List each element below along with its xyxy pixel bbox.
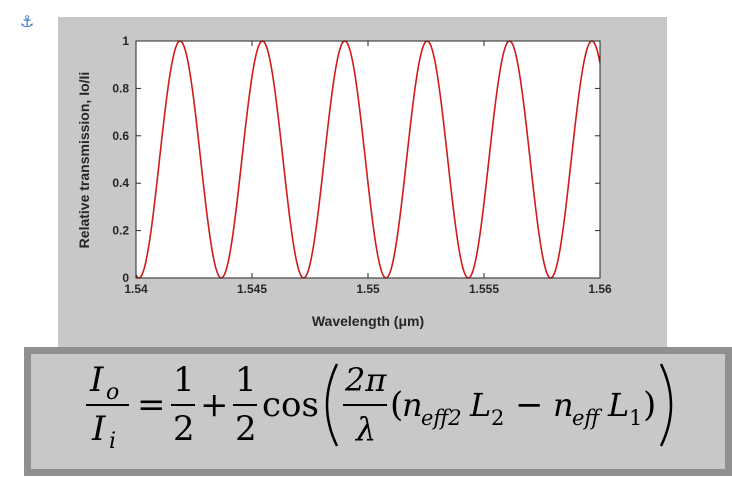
formula-L1: L (607, 386, 629, 424)
formula-L2-sub: 2 (491, 406, 504, 430)
formula-lhs-denominator-sub: i (109, 429, 116, 454)
formula-big-paren-left (325, 363, 339, 447)
formula-plus: + (200, 385, 229, 425)
transmission-chart: 1.54 1.545 1.55 1.555 1.56 0 0.2 0.4 0.6 0.8 1 Wav… (76, 34, 612, 329)
formula-n1: n (402, 386, 423, 424)
plot-area (136, 41, 600, 278)
figure-panel: 1.54 1.545 1.55 1.555 1.56 0 0.2 0.4 0.6 0.8 1 Wav… (58, 17, 667, 353)
anchor-icon: ⚓ (20, 12, 35, 31)
formula-half-denominator: 2 (173, 409, 195, 449)
x-tick-label: 1.56 (588, 282, 612, 296)
x-tick-label: 1.545 (237, 282, 267, 296)
formula-L1-sub: 1 (629, 406, 642, 430)
formula-cos: cos (262, 385, 319, 425)
y-tick-label: 0.8 (112, 81, 129, 95)
y-tick-label: 0 (122, 271, 129, 285)
formula-n1-sub: eff2 (421, 406, 462, 430)
formula-half2-denominator: 2 (235, 409, 257, 449)
formula-n2-sub: eff (572, 406, 602, 430)
formula-half2-numerator: 1 (235, 360, 257, 400)
x-tick-label: 1.55 (356, 282, 380, 296)
formula-n2: n (553, 386, 574, 424)
transmission-curve (135, 40, 601, 279)
formula-half-numerator: 1 (173, 360, 195, 400)
x-tick-label: 1.555 (469, 282, 499, 296)
formula-lhs-denominator: I (91, 409, 106, 449)
y-tick-label: 0.6 (112, 129, 129, 143)
y-axis-label: Relative transmission, Io/Ii (76, 72, 92, 249)
plot-frame (135, 40, 601, 279)
formula-2pi: 2π (344, 361, 387, 399)
formula-lambda: λ (354, 410, 376, 448)
x-axis-label: Wavelength (μm) (312, 313, 424, 329)
formula-lhs-numerator-sub: o (106, 380, 119, 405)
y-tick-label: 0.4 (112, 176, 129, 190)
curve-layer (135, 40, 601, 279)
formula-minus: − (515, 385, 544, 425)
formula-lhs-numerator: I (89, 360, 104, 400)
formula-inner-paren-left: ( (390, 385, 403, 425)
formula-inner-paren-right: ) (643, 385, 656, 425)
tick-layer: 1.54 1.545 1.55 1.555 1.56 0 0.2 0.4 0.6 0.8 1 (112, 34, 612, 296)
x-tick-label: 1.54 (124, 282, 148, 296)
formula-L2: L (469, 386, 491, 424)
formula-panel: I o I i = 1 2 + 1 2 cos 2π λ ( n eff2 L … (24, 347, 732, 476)
formula-big-paren-right (659, 363, 673, 447)
y-tick-label: 0.2 (112, 224, 129, 238)
formula-equals: = (137, 385, 166, 425)
y-tick-label: 1 (122, 34, 129, 48)
transmission-formula: I o I i = 1 2 + 1 2 cos 2π λ ( n eff2 L … (86, 360, 673, 454)
